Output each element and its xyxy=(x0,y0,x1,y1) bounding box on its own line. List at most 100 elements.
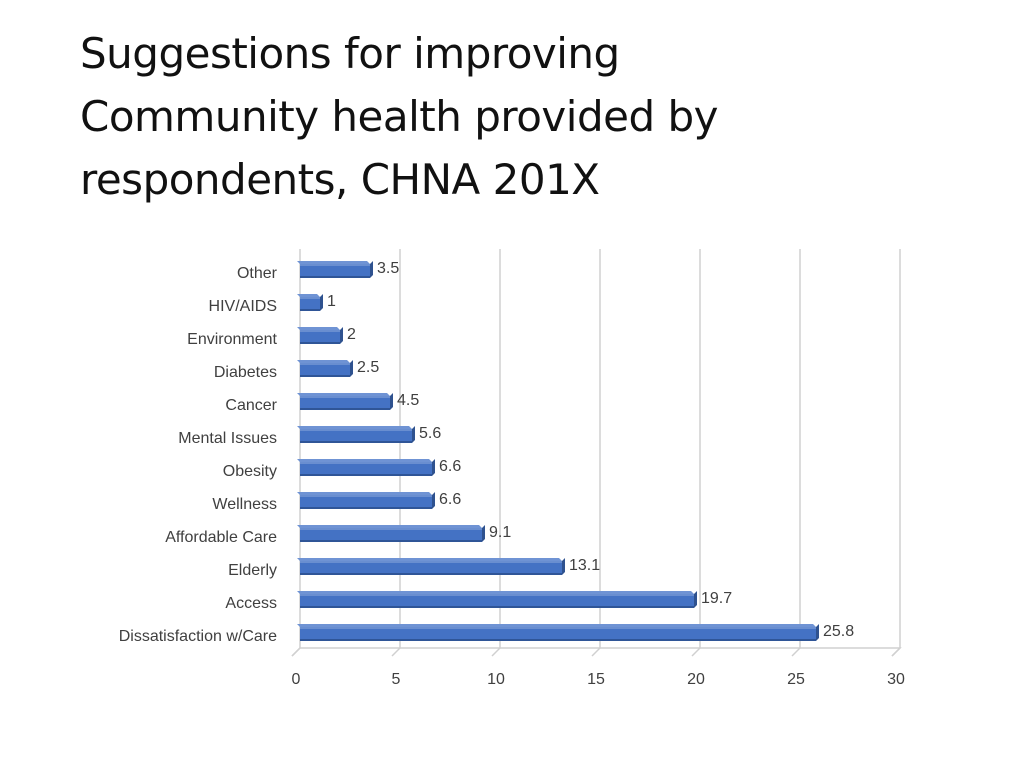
bar-bottom-shade xyxy=(300,441,412,443)
bar-front-face xyxy=(300,594,694,608)
category-label: Cancer xyxy=(225,397,277,414)
bar xyxy=(297,261,373,278)
bar-bottom-shade xyxy=(300,573,562,575)
bar-top-face xyxy=(297,492,432,495)
bar-front-face xyxy=(300,561,562,575)
category-label: Dissatisfaction w/Care xyxy=(119,628,277,645)
category-label: Other xyxy=(237,265,278,282)
category-label: Diabetes xyxy=(214,364,277,381)
data-label: 6.6 xyxy=(439,458,461,475)
bar-end-face xyxy=(320,294,323,311)
bar xyxy=(297,558,565,575)
bar xyxy=(297,393,393,410)
data-label: 19.7 xyxy=(701,590,732,607)
bar xyxy=(297,360,353,377)
category-label: HIV/AIDS xyxy=(209,298,277,315)
bar-end-face xyxy=(370,261,373,278)
bar-bottom-shade xyxy=(300,375,350,377)
bar-end-face xyxy=(412,426,415,443)
bar-top-face xyxy=(297,393,390,396)
data-label: 2 xyxy=(347,326,356,343)
x-tick-label: 5 xyxy=(392,671,401,688)
gridline xyxy=(491,249,501,657)
bar-bottom-shade xyxy=(300,276,370,278)
bar-end-face xyxy=(340,327,343,344)
bar-top-face xyxy=(297,360,350,363)
title-line: Suggestions for improving xyxy=(80,29,620,78)
bar xyxy=(297,327,343,344)
bar-top-face xyxy=(297,327,340,330)
bar-front-face xyxy=(300,297,320,311)
x-tick-label: 20 xyxy=(687,671,705,688)
gridlines xyxy=(291,249,902,657)
data-label: 3.5 xyxy=(377,260,399,277)
category-label: Obesity xyxy=(223,463,277,480)
bar-bottom-shade xyxy=(300,540,482,542)
bar xyxy=(297,426,415,443)
category-label: Affordable Care xyxy=(165,529,277,546)
bar-top-face xyxy=(297,525,482,528)
bar-end-face xyxy=(390,393,393,410)
bar-front-face xyxy=(300,264,370,278)
x-tick-label: 25 xyxy=(787,671,805,688)
bar xyxy=(297,624,819,641)
bar-front-face xyxy=(300,462,432,476)
x-tick-label: 15 xyxy=(587,671,605,688)
bar-front-face xyxy=(300,495,432,509)
category-label: Mental Issues xyxy=(178,430,277,447)
gridline xyxy=(391,249,401,657)
bar-end-face xyxy=(350,360,353,377)
bar xyxy=(297,525,485,542)
bar-bottom-shade xyxy=(300,309,320,311)
x-tick-label: 0 xyxy=(292,671,301,688)
bar-top-face xyxy=(297,591,694,594)
bar-end-face xyxy=(432,459,435,476)
bar-front-face xyxy=(300,330,340,344)
bar-end-face xyxy=(816,624,819,641)
bar-bottom-shade xyxy=(300,507,432,509)
bar-top-face xyxy=(297,624,816,627)
data-label: 1 xyxy=(327,293,336,310)
data-label: 13.1 xyxy=(569,557,600,574)
gridline xyxy=(591,249,601,657)
bar-bottom-shade xyxy=(300,606,694,608)
gridline xyxy=(291,249,301,657)
title-line: Community health provided by xyxy=(80,92,718,141)
bar xyxy=(297,294,323,311)
gridline xyxy=(891,249,901,657)
category-label: Elderly xyxy=(228,562,277,579)
title-line: respondents, CHNA 201X xyxy=(80,155,600,204)
bar-top-face xyxy=(297,426,412,429)
bar-front-face xyxy=(300,363,350,377)
data-label: 9.1 xyxy=(489,524,511,541)
bar-bottom-shade xyxy=(300,474,432,476)
gridline xyxy=(691,249,701,657)
bar-top-face xyxy=(297,459,432,462)
bar-bottom-shade xyxy=(300,408,390,410)
data-label: 25.8 xyxy=(823,623,854,640)
bar-bottom-shade xyxy=(300,639,816,641)
category-label: Environment xyxy=(187,331,277,348)
data-label: 6.6 xyxy=(439,491,461,508)
bar xyxy=(297,459,435,476)
bar-bottom-shade xyxy=(300,342,340,344)
bar-front-face xyxy=(300,627,816,641)
bar-top-face xyxy=(297,261,370,264)
data-label: 5.6 xyxy=(419,425,441,442)
bar-front-face xyxy=(300,429,412,443)
x-tick-label: 30 xyxy=(887,671,905,688)
x-tick-label: 10 xyxy=(487,671,505,688)
category-label: Access xyxy=(225,595,277,612)
data-label: 2.5 xyxy=(357,359,379,376)
category-label: Wellness xyxy=(212,496,277,513)
bar xyxy=(297,591,697,608)
bar-top-face xyxy=(297,558,562,561)
bar-top-face xyxy=(297,294,320,297)
bars xyxy=(297,261,819,641)
data-label: 4.5 xyxy=(397,392,419,409)
bar-end-face xyxy=(562,558,565,575)
bar-front-face xyxy=(300,396,390,410)
bar-end-face xyxy=(694,591,697,608)
bar-front-face xyxy=(300,528,482,542)
